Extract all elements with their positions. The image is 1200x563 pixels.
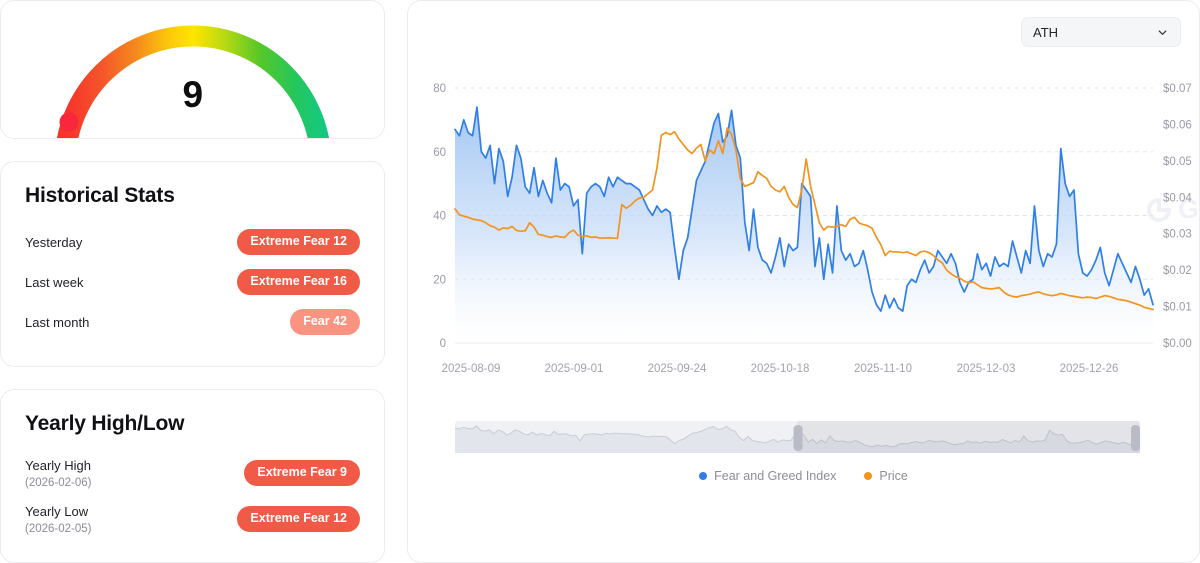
time-range-value: ATH (1033, 24, 1059, 40)
historical-stats-card: Historical Stats Yesterday Extreme Fear … (0, 161, 385, 367)
svg-text:$0.00: $0.00 (1163, 338, 1192, 350)
svg-text:2025-09-01: 2025-09-01 (545, 363, 604, 375)
stat-label: Last week (25, 274, 84, 290)
chevron-down-icon (1158, 29, 1167, 35)
gauge-arc (57, 25, 329, 138)
minimap-brush-window (797, 421, 1140, 453)
legend-item-index[interactable]: Fear and Greed Index (699, 469, 836, 483)
chart-y-axis-left: 0 20 40 60 80 (433, 83, 446, 350)
chart-lines (454, 106, 1154, 312)
minimap-brush-handle-right (1131, 425, 1140, 451)
svg-text:$0.02: $0.02 (1163, 265, 1192, 277)
svg-text:$0.03: $0.03 (1163, 229, 1192, 241)
status-badge: Extreme Fear 12 (237, 506, 360, 532)
chart-svg: 0 20 40 60 80 $0.00 $0.01 $0.02 $0.03 $0.04 $0.05… (433, 83, 1192, 375)
svg-text:0: 0 (440, 338, 446, 350)
chart-legend: Fear and Greed Index Price (408, 469, 1199, 483)
stat-label: Yearly Low (25, 504, 89, 519)
svg-text:2025-12-03: 2025-12-03 (957, 363, 1016, 375)
legend-item-price[interactable]: Price (864, 469, 908, 483)
gauge-svg (57, 25, 329, 138)
status-badge: Fear 42 (290, 309, 360, 335)
legend-swatch-icon (699, 472, 708, 480)
svg-text:2025-10-18: 2025-10-18 (751, 363, 810, 375)
svg-text:$0.04: $0.04 (1163, 192, 1192, 204)
svg-text:20: 20 (433, 274, 446, 286)
chart-area-fill (455, 107, 1153, 343)
legend-label: Fear and Greed Index (714, 469, 837, 483)
minimap-brush-handle-left (793, 425, 803, 451)
chart-y-axis-right: $0.00 $0.01 $0.02 $0.03 $0.04 $0.05 $0.06 $0.07 (1163, 83, 1192, 350)
svg-text:40: 40 (433, 211, 446, 223)
status-badge: Extreme Fear 16 (237, 269, 360, 295)
chart-minimap[interactable] (454, 421, 1141, 453)
minimap-svg[interactable] (454, 421, 1141, 453)
stat-date: (2026-02-06) (25, 477, 92, 489)
historical-row-last-month: Last month Fear 42 (25, 302, 360, 342)
chart-panel: ATH Gate (407, 0, 1200, 563)
yearly-row-low: Yearly Low (2026-02-05) Extreme Fear 12 (25, 496, 360, 542)
chart-x-axis: 2025-08-09 2025-09-01 2025-09-24 2025-10-18… (442, 363, 1119, 375)
svg-text:2025-11-10: 2025-11-10 (854, 363, 912, 375)
yearly-high-low-title: Yearly High/Low (25, 412, 185, 435)
stat-label: Last month (25, 314, 90, 330)
svg-text:$0.06: $0.06 (1163, 119, 1192, 131)
stat-date: (2026-02-05) (25, 523, 92, 535)
stat-label: Yearly High (25, 458, 92, 473)
svg-text:$0.01: $0.01 (1163, 302, 1192, 314)
gauge-value: 9 (182, 74, 203, 115)
svg-text:80: 80 (433, 83, 446, 95)
historical-stats-title: Historical Stats (25, 184, 175, 207)
legend-swatch-icon (864, 472, 873, 480)
svg-text:2025-12-26: 2025-12-26 (1060, 363, 1119, 375)
svg-text:$0.05: $0.05 (1163, 156, 1192, 168)
historical-row-last-week: Last week Extreme Fear 16 (25, 262, 360, 302)
status-badge: Extreme Fear 12 (237, 229, 360, 255)
historical-row-yesterday: Yesterday Extreme Fear 12 (25, 222, 360, 262)
yearly-row-high: Yearly High (2026-02-06) Extreme Fear 9 (25, 450, 360, 496)
gauge-needle (59, 112, 79, 132)
chart-toolbar: ATH (1021, 17, 1181, 47)
fear-greed-gauge-card: 9 Extreme Fear 9 (0, 0, 385, 139)
svg-text:60: 60 (433, 147, 446, 159)
svg-text:2025-08-09: 2025-08-09 (442, 363, 501, 375)
left-sidebar: 9 Extreme Fear 9 Historical Stats Yester… (0, 0, 385, 563)
time-range-select[interactable]: ATH (1021, 17, 1181, 47)
gauge-needle-pivot (59, 112, 79, 132)
gauge-graphic (1, 1, 384, 138)
svg-text:$0.07: $0.07 (1163, 83, 1192, 95)
stat-label: Yesterday (25, 234, 83, 250)
status-badge: Extreme Fear 9 (244, 460, 360, 486)
chart-plot[interactable]: 0 20 40 60 80 $0.00 $0.01 $0.02 $0.03 $0.04 $0.05… (408, 63, 1199, 403)
yearly-high-low-card: Yearly High/Low Yearly High (2026-02-06)… (0, 389, 385, 563)
legend-label: Price (879, 469, 908, 483)
yearly-high-labels: Yearly High (2026-02-06) (25, 457, 91, 489)
yearly-low-labels: Yearly Low (2026-02-05) (25, 503, 91, 535)
svg-text:2025-09-24: 2025-09-24 (648, 363, 707, 375)
